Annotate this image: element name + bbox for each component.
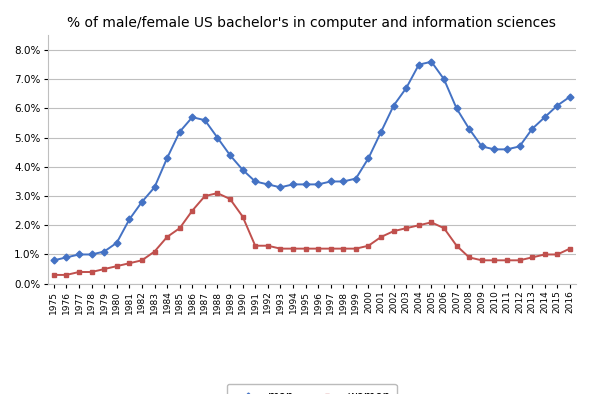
women [214,191,221,195]
women [554,252,561,257]
men [340,179,347,184]
women [340,246,347,251]
men [252,179,259,184]
women [189,208,196,213]
men [226,153,233,158]
women [529,255,536,260]
men [289,182,296,187]
Title: % of male/female US bachelor's in computer and information sciences: % of male/female US bachelor's in comput… [67,16,557,30]
women [151,249,158,254]
men [88,252,95,257]
men [516,144,523,149]
women [453,243,460,248]
men [503,147,510,152]
women [403,226,410,230]
men [201,118,208,123]
women [491,258,498,263]
women [503,258,510,263]
women [440,226,448,230]
women [277,246,284,251]
men [453,106,460,111]
men [50,258,58,263]
men [566,95,573,99]
women [428,220,435,225]
men [378,130,385,134]
men [491,147,498,152]
women [239,214,246,219]
women [478,258,485,263]
women [63,273,70,277]
Line: men: men [52,59,572,263]
men [302,182,309,187]
men [554,103,561,108]
men [277,185,284,190]
women [352,246,359,251]
Legend: men, women: men, women [227,384,397,394]
women [390,229,397,234]
men [365,156,372,160]
women [50,273,58,277]
women [302,246,309,251]
women [415,223,422,228]
men [529,126,536,131]
men [390,103,397,108]
Line: women: women [52,191,572,277]
men [176,130,183,134]
women [365,243,372,248]
men [214,135,221,140]
women [516,258,523,263]
women [252,243,259,248]
women [176,226,183,230]
women [113,264,121,269]
men [126,217,133,222]
men [315,182,322,187]
men [163,156,170,160]
women [315,246,322,251]
women [541,252,548,257]
men [541,115,548,120]
women [138,258,146,263]
women [163,234,170,239]
men [100,249,108,254]
women [566,246,573,251]
men [327,179,334,184]
women [201,194,208,199]
women [88,269,95,274]
men [466,126,473,131]
women [327,246,334,251]
women [126,261,133,266]
women [100,267,108,271]
men [403,85,410,90]
men [440,77,448,82]
men [151,185,158,190]
men [239,167,246,172]
men [113,240,121,245]
men [75,252,83,257]
women [289,246,296,251]
men [478,144,485,149]
men [415,62,422,67]
men [189,115,196,120]
men [428,59,435,64]
women [226,197,233,201]
women [378,234,385,239]
women [75,269,83,274]
men [63,255,70,260]
women [466,255,473,260]
women [264,243,271,248]
men [138,199,146,204]
men [264,182,271,187]
men [352,176,359,181]
